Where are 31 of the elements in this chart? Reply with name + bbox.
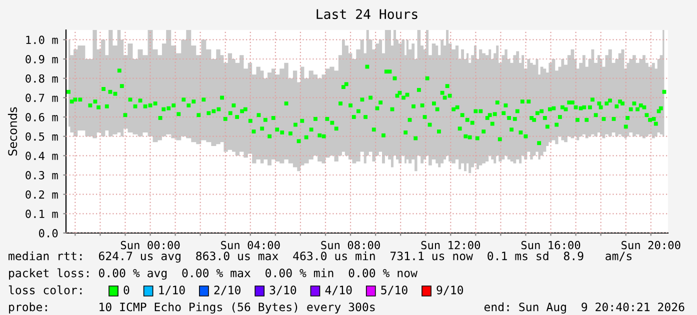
text: 5/10 — [381, 286, 408, 296]
y-tick-label: 0.1 m — [26, 210, 58, 218]
y-tick-label: 0.4 m — [26, 152, 58, 160]
chart-title: Last 24 Hours — [316, 9, 418, 20]
text: packet loss: 0.00 % avg 0.00 % max 0.00 % min 0.00 % now — [9, 268, 418, 280]
x-tick-label: Sun 04:00 — [221, 240, 280, 250]
text: 0 — [124, 286, 130, 294]
text: probe: 10 ICMP Echo Pings (56 Bytes) every 300s — [9, 302, 375, 314]
text: 9/10 — [436, 286, 464, 296]
x-tick-label: Sun 12:00 — [421, 240, 480, 250]
y-axis-title: Seconds — [8, 107, 18, 156]
x-tick-label: Sun 08:00 — [321, 240, 380, 250]
text: 3/10 — [270, 286, 296, 296]
text: 2/10 — [214, 286, 240, 296]
x-tick-label: Sun 20:00 — [622, 240, 680, 250]
y-tick-label: 0.6 m — [26, 113, 58, 122]
y-tick-label: 0.5 m — [26, 132, 58, 141]
y-tick-label: 0.8 m — [26, 74, 58, 83]
text: 4/10 — [325, 286, 352, 296]
y-tick-label: 0.7 m — [26, 94, 58, 102]
y-tick-label: 0.3 m — [26, 171, 58, 180]
y-tick-label: 0.2 m — [26, 190, 58, 199]
text: loss color: — [8, 285, 82, 294]
y-tick-label: 0.0 — [39, 229, 58, 238]
y-tick-label: 1.0 m — [26, 36, 58, 44]
x-tick-label: Sun 16:00 — [521, 240, 580, 250]
x-tick-label: Sun 00:00 — [120, 240, 180, 250]
text: median rtt: 624.7 us avg 863.0 us max 463.0 us min 731.1 us now 0.1 ms sd 8.9 am/s — [8, 251, 632, 263]
y-tick-label: 0.9 m — [26, 55, 58, 64]
text: end: Sun Aug 9 20:40:21 2026 — [484, 302, 684, 314]
text: 1/10 — [159, 286, 185, 296]
